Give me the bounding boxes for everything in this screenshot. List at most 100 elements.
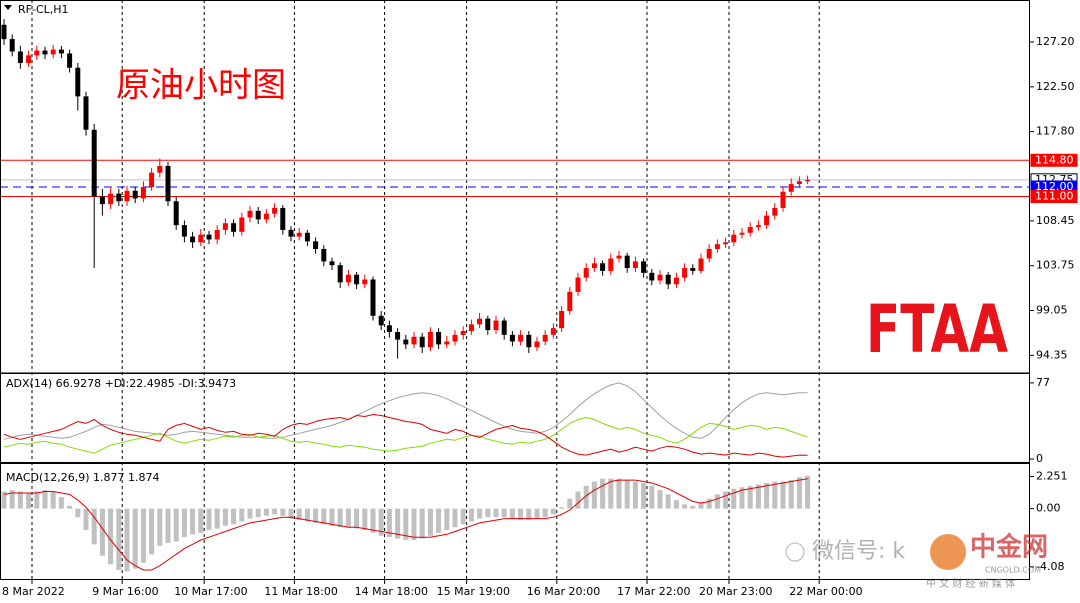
macd-bar [583, 485, 589, 509]
macd-bar [493, 508, 499, 518]
brand-en: CNGOLD.COM [985, 566, 1041, 575]
candle-body [255, 210, 261, 220]
macd-bar [542, 508, 548, 518]
adx-title: ADX(14) 66.9278 +DI:22.4985 -DI:3.9473 [6, 377, 236, 390]
macd-bar [75, 508, 81, 518]
candle-body [34, 50, 40, 56]
x-tick-label: 20 Mar 23:00 [699, 585, 772, 598]
chart-title: RF-CL,H1 [18, 3, 69, 16]
candle-body [706, 248, 712, 259]
slogan: 中 文 财 经 新 媒 体 [926, 577, 1015, 590]
candle-body [657, 274, 663, 281]
macd-title: MACD(12,26,9) 1.877 1.874 [6, 471, 160, 484]
macd-bar [34, 491, 40, 509]
candle-body [739, 232, 745, 235]
macd-bar [99, 508, 105, 556]
macd-bar [83, 508, 89, 531]
candle-body [345, 274, 351, 283]
candle-body [698, 258, 704, 271]
candle-body [690, 268, 696, 271]
candle-body [124, 190, 130, 202]
macd-bar [354, 508, 360, 529]
y-tick-label: 94.35 [1036, 348, 1068, 361]
candle-body [460, 331, 466, 335]
candle-body [403, 339, 409, 345]
price-level-label: 114.80 [1035, 153, 1074, 166]
y-tick-label: 103.75 [1036, 259, 1075, 272]
candle-body [682, 268, 688, 278]
candle-body [280, 207, 286, 230]
candle-body [378, 315, 384, 326]
macd-bar [665, 494, 671, 509]
macd-bar [124, 508, 130, 572]
y-tick-label: 99.05 [1036, 304, 1068, 317]
macd-bar [755, 484, 761, 509]
y-tick-label: 0 [1036, 452, 1043, 465]
candle-body [649, 272, 655, 281]
candle-body [780, 191, 786, 208]
brand-icon [930, 534, 966, 570]
candle-body [362, 279, 368, 285]
macd-bar [411, 508, 417, 541]
macd-bar [632, 481, 638, 509]
x-tick-label: 14 Mar 18:00 [355, 585, 428, 598]
y-tick-label: 122.50 [1036, 80, 1075, 93]
candle-body [427, 331, 433, 348]
candle-body [411, 336, 417, 345]
macd-bar [304, 508, 310, 522]
macd-bar [698, 502, 704, 509]
x-tick-label: 16 Mar 20:00 [527, 585, 600, 598]
candle-body [493, 320, 499, 331]
candle-body [157, 165, 163, 173]
candle-body [518, 334, 524, 342]
macd-bar [403, 508, 409, 541]
candle-body [542, 334, 548, 342]
candle-body [805, 179, 811, 182]
wechat-id: 微信号: k [812, 539, 905, 564]
price-level-box [1030, 153, 1078, 167]
macd-bar [616, 478, 622, 509]
candle-body [50, 49, 56, 55]
candle-body [641, 261, 647, 273]
candle-body [747, 227, 753, 233]
macd-bar [436, 508, 442, 533]
macd-bar [509, 508, 515, 519]
macd-bar [296, 508, 302, 521]
candle-body [190, 236, 196, 243]
candle-body [731, 234, 737, 243]
macd-bar [526, 508, 532, 521]
candle-body [444, 341, 450, 345]
candle-body [67, 53, 73, 68]
candle-body [313, 241, 319, 249]
macd-bar [690, 505, 696, 509]
macd-bar [50, 491, 56, 509]
macd-bar [444, 508, 450, 531]
macd-bar [378, 508, 384, 536]
candle-body [509, 334, 515, 342]
candle-body [17, 51, 23, 63]
macd-bar [485, 508, 491, 518]
candle-body [108, 193, 114, 205]
macd-bar [657, 490, 663, 509]
macd-bar [140, 508, 146, 563]
y-tick-label: 2.251 [1036, 470, 1068, 483]
candle-body [296, 232, 302, 237]
symbol-icon [4, 5, 12, 10]
macd-bar [796, 477, 802, 509]
macd-bar [559, 507, 565, 509]
macd-bar [132, 508, 138, 569]
candle-body [181, 225, 187, 237]
candle-body [247, 210, 253, 218]
indicator-line [3, 382, 808, 440]
macd-bar [222, 508, 228, 526]
candle-body [206, 234, 212, 240]
macd-bar [157, 508, 163, 546]
candle-body [755, 225, 761, 228]
price-level-box [1030, 190, 1078, 204]
macd-bar [116, 508, 122, 571]
candle-body [673, 277, 679, 285]
macd-bar [321, 508, 327, 525]
x-tick-label: 15 Mar 19:00 [437, 585, 510, 598]
macd-bar [239, 508, 245, 522]
x-tick-label: 9 Mar 16:00 [92, 585, 158, 598]
